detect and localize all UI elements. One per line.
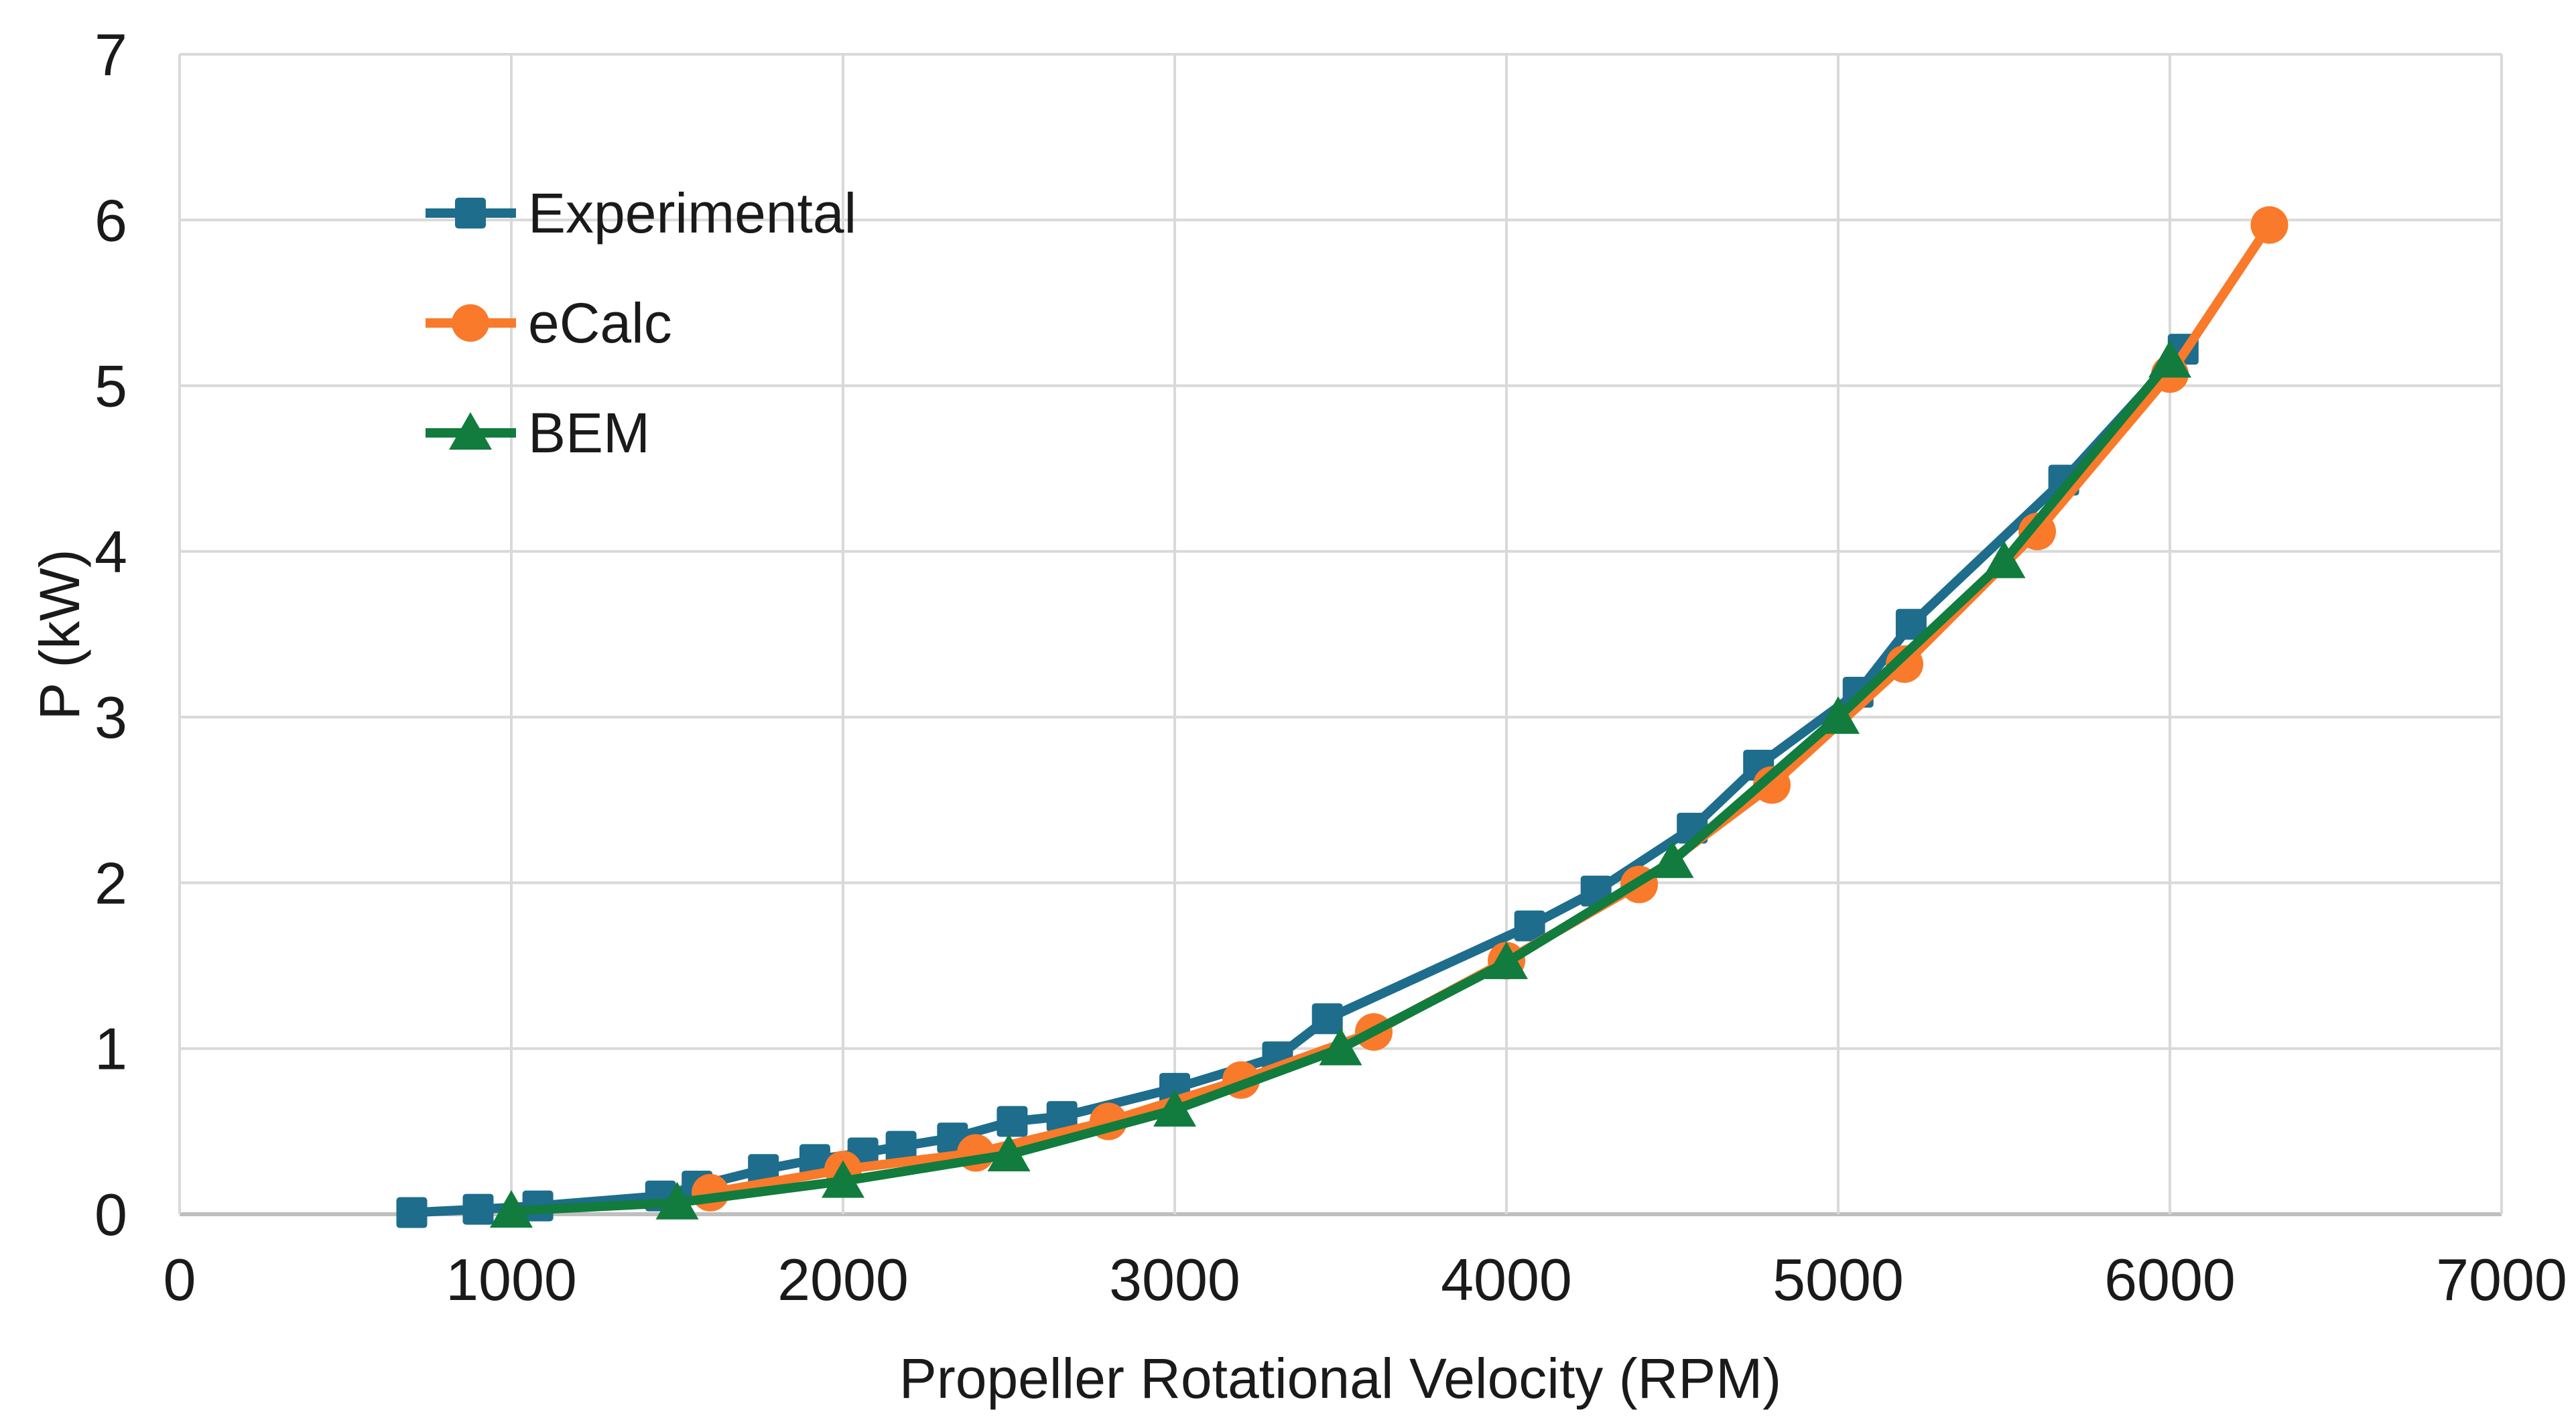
y-axis-title: P (kW): [28, 549, 91, 720]
experimental-point: [1311, 1003, 1343, 1035]
x-tick-label: 7000: [2436, 1246, 2567, 1313]
x-tick-label: 0: [164, 1246, 196, 1313]
experimental-line: [407, 344, 2188, 1218]
ecalc-point: [2018, 513, 2056, 551]
y-tick-label: 3: [94, 684, 127, 751]
bem-point: [655, 1181, 699, 1220]
experimental-point: [748, 1154, 779, 1185]
bem-point: [987, 1133, 1031, 1171]
bem-point: [1982, 540, 2026, 578]
y-axis-tick-labels: 0 1 2 3 4 5 6 7: [94, 21, 127, 1248]
x-tick-label: 6000: [2104, 1246, 2236, 1313]
series-experimental: [396, 334, 2199, 1228]
experimental-point: [885, 1130, 917, 1162]
y-tick-label: 5: [94, 353, 127, 419]
y-tick-label: 1: [94, 1016, 127, 1082]
experimental-point: [1895, 608, 1927, 640]
x-tick-label: 3000: [1109, 1246, 1240, 1313]
legend-label-experimental: Experimental: [528, 182, 856, 245]
experimental-point: [799, 1144, 830, 1175]
x-tick-label: 5000: [1773, 1246, 1904, 1313]
gridlines: [178, 53, 2503, 1216]
bem-point: [822, 1160, 864, 1198]
y-tick-label: 7: [94, 21, 127, 88]
x-tick-label: 1000: [446, 1246, 577, 1313]
ecalc-point: [1886, 645, 1923, 684]
experimental-point: [462, 1193, 494, 1225]
series-bem: [490, 340, 2191, 1228]
bem-line: [507, 356, 2175, 1216]
legend: Experimental eCalc BEM: [426, 182, 856, 464]
series-layer: [396, 206, 2289, 1228]
x-tick-label: 4000: [1441, 1246, 1572, 1313]
ecalc-point: [1753, 766, 1791, 804]
experimental-legend-marker: [455, 198, 486, 229]
experimental-point: [996, 1106, 1028, 1137]
bem-legend-marker: [449, 412, 492, 450]
experimental-point: [1046, 1101, 1078, 1132]
ecalc-legend-marker: [452, 304, 489, 342]
bem-point: [1319, 1027, 1362, 1065]
ecalc-point: [2250, 206, 2289, 244]
bem-point: [1651, 840, 1694, 879]
legend-item-experimental: Experimental: [426, 182, 856, 245]
series-ecalc: [692, 206, 2289, 1212]
legend-item-bem: BEM: [426, 401, 650, 464]
x-axis-title: Propeller Rotational Velocity (RPM): [899, 1347, 1782, 1410]
y-tick-label: 0: [94, 1181, 127, 1248]
bem-point: [1153, 1089, 1196, 1127]
x-axis-tick-labels: 0 1000 2000 3000 4000 5000 6000 7000: [164, 1246, 2567, 1313]
y-tick-label: 4: [94, 519, 127, 585]
bem-point: [490, 1190, 533, 1228]
x-tick-label: 2000: [777, 1246, 909, 1313]
y-tick-label: 2: [94, 850, 127, 916]
legend-label-bem: BEM: [528, 401, 650, 464]
bem-point: [2148, 340, 2191, 378]
experimental-point: [396, 1197, 428, 1228]
y-tick-label: 6: [94, 187, 127, 253]
bem-point: [1485, 942, 1528, 980]
experimental-point: [1514, 910, 1545, 942]
legend-item-ecalc: eCalc: [426, 291, 672, 354]
bem-point: [1817, 696, 1860, 734]
legend-label-ecalc: eCalc: [528, 291, 672, 354]
